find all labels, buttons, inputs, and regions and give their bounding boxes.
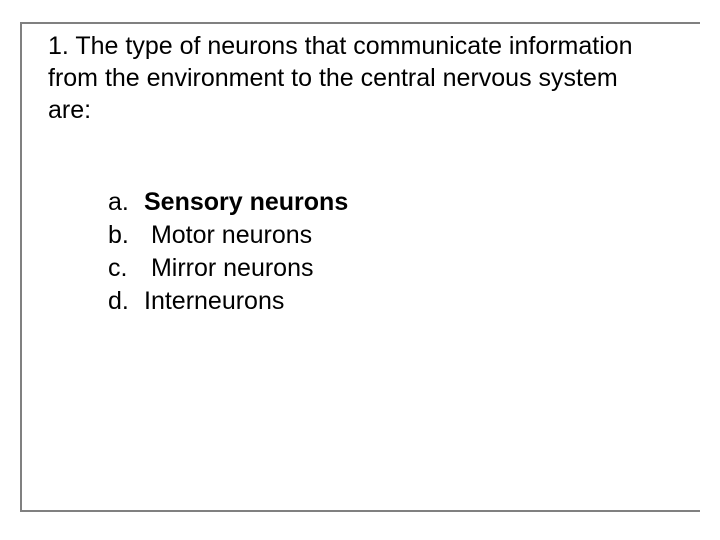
- option-text: Mirror neurons: [144, 254, 314, 282]
- option-letter: d.: [108, 285, 144, 318]
- option-letter: a.: [108, 186, 144, 219]
- question-text: 1. The type of neurons that communicate …: [48, 30, 648, 126]
- option-c: c. Mirror neurons: [108, 252, 348, 285]
- option-b: b. Motor neurons: [108, 219, 348, 252]
- answer-options: a.Sensory neurons b. Motor neurons c. Mi…: [108, 186, 348, 318]
- option-letter: c.: [108, 252, 144, 285]
- option-text: Motor neurons: [144, 221, 312, 249]
- option-letter: b.: [108, 219, 144, 252]
- option-d: d.Interneurons: [108, 285, 348, 318]
- option-text: Interneurons: [144, 287, 284, 315]
- option-text: Sensory neurons: [144, 188, 348, 216]
- option-a: a.Sensory neurons: [108, 186, 348, 219]
